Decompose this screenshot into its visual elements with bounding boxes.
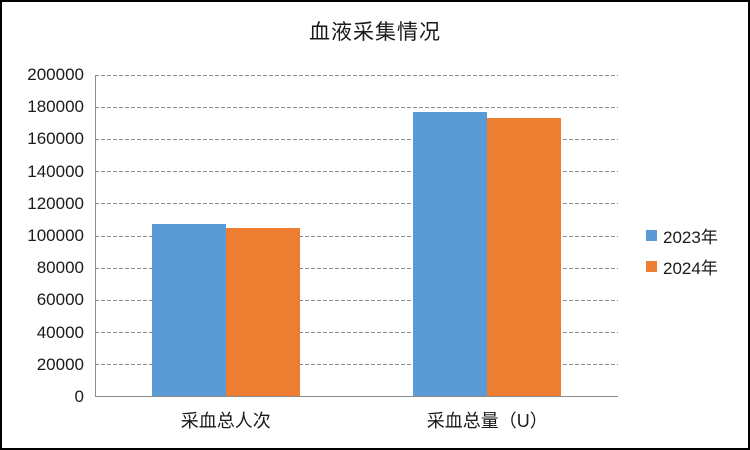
bar-s1-c1	[487, 118, 562, 396]
y-tick-label: 100000	[27, 226, 84, 245]
chart-title: 血液采集情况	[309, 21, 441, 44]
y-tick-label: 0	[74, 387, 84, 406]
legend-label: 2023年	[663, 227, 718, 247]
bar-s0-c1	[413, 112, 488, 396]
y-tick-label: 180000	[27, 97, 84, 117]
y-tick-label: 40000	[36, 322, 84, 342]
legend-item: 2023年	[646, 224, 718, 247]
y-tick-label: 160000	[27, 129, 84, 149]
legend-swatch-icon	[646, 260, 657, 272]
legend-label: 2024年	[663, 258, 718, 278]
legend: 2023年 2024年	[646, 224, 718, 286]
gridline-160000	[95, 138, 618, 140]
gridline-140000	[95, 171, 618, 173]
bar-s0-c0	[151, 223, 226, 396]
gridline-40000	[95, 332, 618, 334]
y-tick-label: 60000	[36, 290, 84, 310]
gridline-180000	[95, 106, 618, 108]
y-tick-label: 20000	[36, 354, 84, 374]
plot-area	[95, 74, 618, 397]
gridline-20000	[95, 364, 618, 366]
y-tick-label: 80000	[36, 258, 84, 278]
x-axis-line	[95, 396, 618, 397]
bar-s1-c0	[225, 228, 300, 396]
y-tick-label: 120000	[27, 193, 84, 213]
gridline-200000	[95, 74, 618, 76]
gridline-80000	[95, 267, 618, 269]
y-tick-label: 200000	[27, 65, 84, 84]
x-category-label: 采血总人次	[180, 411, 271, 431]
legend-item: 2024年	[646, 255, 718, 278]
x-category-label: 采血总量（U）	[426, 411, 548, 431]
gridline-120000	[95, 203, 618, 205]
y-axis-line	[95, 75, 96, 397]
gridline-60000	[95, 299, 618, 301]
gridline-100000	[95, 235, 618, 237]
y-tick-label: 140000	[27, 161, 84, 181]
legend-swatch-icon	[646, 229, 657, 241]
